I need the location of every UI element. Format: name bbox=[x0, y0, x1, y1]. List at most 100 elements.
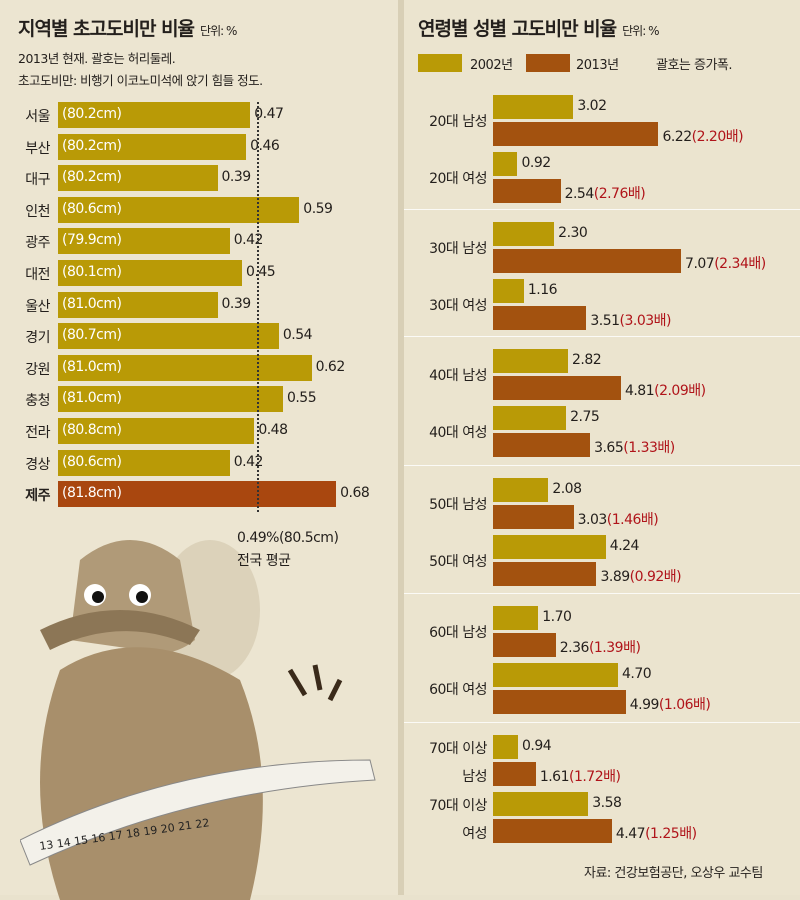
source-note: 자료: 건강보험공단, 오상우 교수팀 bbox=[584, 866, 763, 881]
region-value: 0.42 bbox=[233, 232, 264, 249]
increase-ratio: (1.25배) bbox=[645, 826, 697, 842]
bar-2002 bbox=[493, 735, 518, 759]
increase-ratio: (0.92배) bbox=[629, 569, 682, 585]
region-bar bbox=[58, 481, 337, 508]
region-bar bbox=[58, 228, 230, 255]
region-bar bbox=[58, 291, 218, 318]
value-2002: 0.92 bbox=[521, 155, 551, 171]
region-bar bbox=[58, 418, 255, 444]
region-value: 0.47 bbox=[254, 106, 284, 122]
age-gender-label: 남성 bbox=[462, 769, 487, 785]
value-2013-text: 4.47 bbox=[615, 826, 646, 842]
increase-ratio: (1.06배) bbox=[658, 697, 711, 713]
value-2002: 2.82 bbox=[572, 352, 602, 368]
age-gender-label: 여성 bbox=[462, 826, 487, 842]
waist-label: (80.2cm) bbox=[62, 106, 122, 122]
value-2013: 2.36(1.39배) bbox=[560, 637, 641, 657]
bar-2002 bbox=[493, 279, 524, 303]
value-2013: 7.07(2.34배) bbox=[685, 253, 766, 273]
value-2013: 4.47(1.25배) bbox=[616, 823, 697, 843]
region-value: 0.54 bbox=[282, 327, 313, 344]
value-2002: 1.70 bbox=[542, 609, 572, 625]
region-bar bbox=[58, 386, 283, 413]
region-bar bbox=[58, 196, 300, 223]
note-2: 초고도비만: 비행기 이코노미석에 앉기 힘들 정도. bbox=[18, 73, 263, 88]
age-gender-label: 40대 남성 bbox=[429, 368, 487, 384]
region-label: 제주 bbox=[25, 488, 50, 505]
waist-label: (80.8cm) bbox=[62, 422, 122, 438]
region-label: 전라 bbox=[25, 425, 50, 441]
region-value: 0.45 bbox=[246, 264, 276, 280]
group-separator bbox=[404, 593, 800, 594]
value-2013: 3.03(1.46배) bbox=[578, 509, 659, 529]
age-gender-label: 50대 남성 bbox=[429, 497, 487, 513]
increase-ratio: (2.34배) bbox=[714, 256, 766, 272]
bar-2013 bbox=[493, 505, 574, 529]
region-label: 대전 bbox=[25, 267, 50, 283]
value-2002: 1.16 bbox=[527, 282, 558, 298]
region-bar bbox=[58, 449, 230, 476]
age-gender-panel: 연령별 성별 고도비만 비율 단위: % 2002년 2013년 괄호는 증가폭.… bbox=[404, 0, 800, 895]
value-2013-text: 2.54 bbox=[564, 186, 595, 202]
increase-ratio: (1.33배) bbox=[623, 440, 675, 456]
value-2013-text: 3.89 bbox=[600, 569, 630, 585]
bar-2013 bbox=[493, 762, 536, 786]
age-title: 연령별 성별 고도비만 비율 단위: % bbox=[418, 14, 659, 41]
region-value: 0.55 bbox=[286, 390, 317, 407]
age-gender-label: 40대 여성 bbox=[429, 425, 487, 441]
age-gender-label: 20대 남성 bbox=[429, 114, 487, 130]
region-bar bbox=[58, 102, 251, 128]
legend-note: 괄호는 증가폭. bbox=[656, 58, 733, 73]
value-2013: 3.65(1.33배) bbox=[594, 437, 675, 457]
bar-2002 bbox=[493, 222, 555, 246]
stone-statue-illustration: 13 14 15 16 17 18 19 20 21 22 bbox=[20, 540, 376, 900]
value-2013: 3.51(3.03배) bbox=[590, 310, 671, 330]
group-separator bbox=[404, 722, 800, 723]
group-separator bbox=[404, 209, 800, 210]
unit-label: 단위: % bbox=[200, 24, 237, 38]
value-2013-text: 2.36 bbox=[559, 640, 590, 656]
average-label: 0.49%(80.5cm) bbox=[237, 530, 339, 546]
value-2013: 1.61(1.72배) bbox=[540, 766, 621, 786]
waist-label: (80.6cm) bbox=[62, 200, 122, 217]
bar-2002 bbox=[493, 606, 539, 630]
bar-2002 bbox=[493, 792, 589, 816]
value-2013: 4.99(1.06배) bbox=[630, 694, 711, 714]
bar-2013 bbox=[493, 819, 612, 843]
value-2002: 3.02 bbox=[577, 98, 607, 114]
waist-label: (80.2cm) bbox=[62, 137, 122, 154]
bar-2002 bbox=[493, 663, 619, 687]
value-2002: 0.94 bbox=[522, 738, 552, 754]
value-2013-text: 3.03 bbox=[577, 512, 608, 528]
region-label: 인천 bbox=[25, 203, 50, 220]
increase-ratio: (3.03배) bbox=[619, 313, 672, 329]
value-2013-text: 6.22 bbox=[662, 129, 692, 145]
value-2002: 2.75 bbox=[570, 409, 600, 425]
waist-label: (81.0cm) bbox=[62, 358, 122, 375]
group-separator bbox=[404, 336, 800, 337]
increase-ratio: (1.46배) bbox=[606, 512, 659, 528]
increase-ratio: (1.72배) bbox=[568, 769, 621, 785]
waist-label: (80.6cm) bbox=[62, 453, 122, 470]
title-text: 지역별 초고도비만 비율 bbox=[18, 18, 195, 40]
bar-2013 bbox=[493, 376, 621, 400]
waist-label: (79.9cm) bbox=[62, 232, 122, 249]
waist-label: (80.1cm) bbox=[62, 264, 122, 280]
waist-label: (81.8cm) bbox=[62, 485, 122, 502]
region-value: 0.39 bbox=[221, 295, 252, 312]
region-label: 광주 bbox=[25, 235, 50, 252]
age-gender-label: 30대 여성 bbox=[429, 298, 487, 314]
region-label: 충청 bbox=[25, 393, 50, 410]
age-gender-label: 70대 이상 bbox=[429, 798, 487, 814]
region-label: 울산 bbox=[25, 298, 50, 315]
region-value: 0.42 bbox=[233, 453, 264, 470]
bar-2013 bbox=[493, 249, 682, 273]
value-2002: 2.30 bbox=[558, 225, 588, 241]
value-2013: 4.81(2.09배) bbox=[625, 380, 706, 400]
regional-panel: 지역별 초고도비만 비율 단위: % 2013년 현재. 괄호는 허리둘레. 초고… bbox=[0, 0, 398, 900]
region-bar bbox=[58, 260, 243, 286]
bar-2013 bbox=[493, 433, 591, 457]
value-2002: 2.08 bbox=[552, 481, 582, 497]
legend-label-2002: 2002년 bbox=[470, 58, 513, 73]
bar-2002 bbox=[493, 95, 574, 119]
